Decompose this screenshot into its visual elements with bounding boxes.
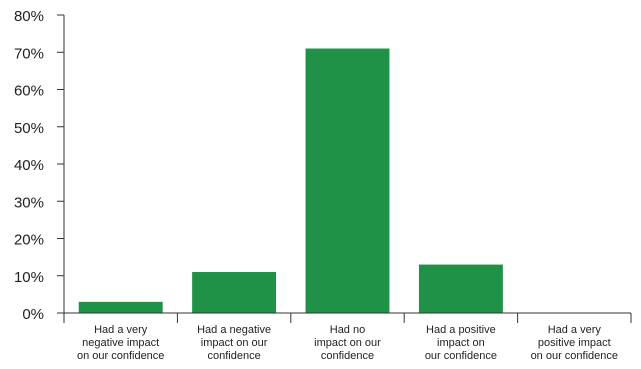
bar <box>78 301 163 313</box>
x-category-label-line: Had a positive <box>426 324 496 336</box>
x-category-label-line: Had a very <box>94 324 148 336</box>
x-category-label-line: on our confidence <box>77 350 164 362</box>
x-category-label-line: on our confidence <box>531 350 618 362</box>
x-category-label: Had a very positive impact on our confiden… <box>531 324 618 362</box>
x-category-label-line: Had no <box>330 324 365 336</box>
x-category-label-line: Had a very <box>548 324 602 336</box>
x-category-label-line: impact on our <box>314 337 381 349</box>
x-category-label: Had a positive impact on our confidence <box>425 324 497 362</box>
y-tick-label: 70% <box>14 45 44 62</box>
bar <box>305 48 390 314</box>
x-category-label-line: confidence <box>207 350 260 362</box>
x-category-label: Had a negative impact on our confidence <box>197 324 271 362</box>
x-axis: Had a very negative impact on our confiden… <box>63 312 632 362</box>
x-category-label-line: confidence <box>321 350 374 362</box>
y-tick-label: 50% <box>14 120 44 137</box>
bars <box>78 48 503 314</box>
y-tick-label: 30% <box>14 194 44 211</box>
x-category-label-line: our confidence <box>425 350 497 362</box>
x-category-label-line: Had a negative <box>197 324 271 336</box>
y-tick-label: 80% <box>14 8 44 25</box>
y-tick-label: 40% <box>14 157 44 174</box>
y-tick-label: 10% <box>14 269 44 286</box>
x-category-label: Had a very negative impact on our confiden… <box>77 324 164 362</box>
x-category-label-line: negative impact <box>82 337 159 349</box>
y-tick-label: 60% <box>14 83 44 100</box>
x-category-label-line: positive impact <box>538 337 611 349</box>
y-tick-label: 0% <box>22 306 44 323</box>
y-tick-label: 20% <box>14 232 44 249</box>
x-category-label-line: impact on our <box>201 337 268 349</box>
x-category-label: Had no impact on our confidence <box>314 324 381 362</box>
y-axis: 0% 10% 20% 30% 40% 50% 60% 70% 80% <box>14 8 65 323</box>
x-category-label-line: impact on <box>437 337 485 349</box>
bar <box>192 272 277 313</box>
bar <box>418 264 503 313</box>
